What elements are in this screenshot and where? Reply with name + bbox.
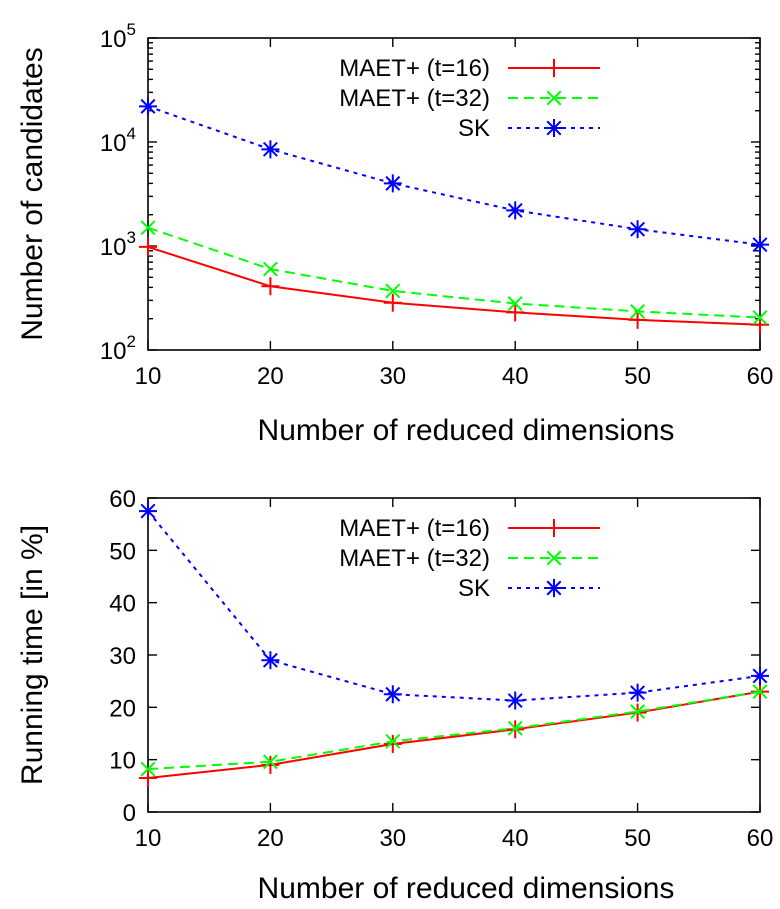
x-tick-label: 50 [624, 825, 651, 852]
data-point [262, 261, 278, 277]
data-point [506, 303, 525, 322]
data-point [628, 220, 647, 239]
legend-marker [545, 519, 563, 537]
y-tick-label: 40 [109, 591, 136, 618]
data-point [140, 220, 156, 236]
series-2 [139, 97, 769, 254]
data-point [261, 277, 280, 296]
data-point [140, 761, 156, 777]
data-point [383, 174, 402, 193]
x-tick-label: 20 [257, 825, 284, 852]
y-tick-label: 30 [109, 643, 136, 670]
data-point [752, 310, 768, 326]
y-tick-label: 60 [109, 486, 136, 513]
data-point [139, 97, 157, 116]
data-point [751, 666, 769, 685]
legend-marker [546, 90, 562, 106]
data-point [628, 310, 647, 329]
data-point [752, 684, 768, 700]
legend-label: MAET+ (t=32) [339, 85, 490, 112]
data-point [139, 237, 157, 256]
y-tick-label: 20 [109, 695, 136, 722]
y-tick-label: 105 [100, 20, 136, 53]
data-point [385, 283, 401, 299]
data-point [383, 685, 402, 704]
y-tick-label: 50 [109, 538, 136, 565]
chart-candidates: 10 20 30 40 50 60 102 103 104 105 Number of reduce… [16, 20, 773, 447]
data-point [261, 140, 280, 159]
legend: MAET+ (t=16) MAET+ (t=32) SK [339, 515, 600, 602]
legend-marker [545, 59, 563, 77]
x-tick-label: 20 [257, 363, 284, 390]
y-tick-label: 102 [100, 332, 136, 365]
y-tick-label: 103 [100, 228, 136, 261]
legend-label: SK [458, 575, 490, 602]
series-line [147, 245, 761, 326]
data-point [751, 235, 769, 254]
data-point [383, 734, 402, 753]
series-0 [139, 237, 769, 334]
y-axis-title: Running time [in %] [16, 525, 49, 785]
data-point [506, 691, 525, 710]
legend-marker [545, 579, 563, 597]
data-point [507, 720, 523, 736]
legend: MAET+ (t=16) MAET+ (t=32) SK [339, 55, 600, 142]
x-tick-label: 60 [747, 825, 774, 852]
data-point [507, 296, 523, 311]
y-axis-title: Number of candidates [16, 47, 49, 341]
data-point [139, 502, 157, 521]
x-tick-label: 30 [379, 363, 406, 390]
x-axis-title: Number of reduced dimensions [258, 414, 675, 447]
y-tick-label: 0 [123, 800, 136, 827]
series-1 [140, 684, 768, 777]
data-point [628, 683, 647, 702]
x-tick-label: 40 [502, 825, 529, 852]
data-point [139, 768, 157, 787]
data-point [385, 733, 401, 749]
data-point [630, 704, 646, 719]
x-tick-label: 60 [747, 363, 774, 390]
series-line [147, 510, 761, 702]
x-tick-label: 10 [135, 825, 162, 852]
data-point [261, 755, 280, 774]
y-tick-label: 10 [109, 748, 136, 775]
series-2 [139, 502, 769, 710]
legend-label: SK [458, 115, 490, 142]
legend-marker [545, 119, 563, 137]
x-axis-title: Number of reduced dimensions [258, 872, 675, 905]
x-tick-label: 50 [624, 363, 651, 390]
series-line [147, 690, 761, 771]
data-point [262, 754, 278, 770]
data-point [506, 201, 525, 220]
x-tick-label: 30 [379, 825, 406, 852]
series-line [147, 105, 761, 246]
data-point [630, 303, 646, 319]
legend-label: MAET+ (t=16) [339, 515, 490, 542]
data-point [383, 293, 402, 312]
legend-label: MAET+ (t=16) [339, 55, 490, 82]
legend-label: MAET+ (t=32) [339, 545, 490, 572]
series-1 [140, 220, 768, 326]
x-tick-label: 40 [502, 363, 529, 390]
series-line [147, 226, 761, 319]
x-tick-label: 10 [135, 363, 162, 390]
y-tick-label: 104 [100, 124, 136, 157]
legend-marker [546, 550, 562, 566]
data-point [261, 651, 280, 670]
plot-frame [147, 37, 761, 351]
